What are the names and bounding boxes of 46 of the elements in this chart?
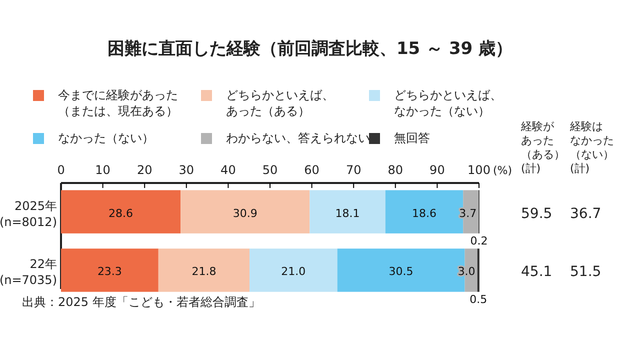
text: 経験があった（ある）(計): [520, 120, 565, 175]
data-label: 0.5: [470, 292, 488, 306]
legend-label: 無回答: [394, 131, 430, 145]
legend-label: 今までに経験があった（または、現在ある）: [58, 88, 178, 118]
x-tick-label: 30: [178, 163, 194, 177]
data-label: 0.2: [470, 234, 488, 248]
legend-label: わからない、答えられない: [226, 131, 370, 145]
data-label: 28.6: [108, 206, 134, 220]
text: 59.5: [521, 206, 552, 222]
data-label: 30.5: [388, 265, 414, 278]
text: 45.1: [521, 264, 552, 280]
x-tick-label: 10: [95, 163, 110, 177]
y-tick-label: 2025年 (n=8012): [0, 198, 57, 229]
bar: [61, 190, 181, 234]
source-note: 出典：2025 年度「こども・若者総合調査」: [22, 295, 260, 309]
x-tick-label: 100: [468, 163, 490, 177]
data-label: 23.3: [97, 265, 122, 278]
legend-label: どちらかといえば、あった（ある）: [226, 88, 334, 118]
data-label: 3.0: [458, 265, 476, 278]
data-label: 3.7: [459, 206, 477, 220]
y-tick-label: 22年 (n=7035): [0, 257, 57, 288]
text: 51.5: [570, 264, 602, 280]
x-tick-label: 40: [220, 163, 236, 177]
x-tick-label: 50: [262, 163, 278, 177]
bar: [310, 190, 386, 234]
x-axis-title: (%): [493, 164, 512, 177]
data-label: 18.6: [412, 206, 436, 220]
data-label: 30.9: [232, 206, 258, 220]
x-tick-label: 90: [430, 163, 445, 177]
chart-title: 困難に直面した経験（前回調査比較、15 ～ 39 歳）: [107, 39, 513, 59]
bar: [180, 190, 310, 234]
text: 36.7: [570, 206, 602, 222]
x-tick-label: 70: [346, 163, 362, 177]
data-label: 21.0: [281, 265, 306, 278]
legend-label: どちらかといえば、なかった（ない）: [394, 88, 502, 118]
bar: [158, 248, 250, 292]
data-label: 21.8: [192, 265, 216, 278]
legend-label: なかった（ない）: [58, 131, 154, 145]
bar: [61, 248, 158, 292]
text: 経験はなかった（ない）(計): [569, 120, 614, 175]
x-tick-label: 60: [304, 163, 320, 177]
x-tick-label: 80: [388, 163, 404, 177]
x-tick-label: 20: [136, 163, 152, 177]
x-tick-label: 0: [57, 163, 65, 177]
bar: [250, 248, 338, 292]
data-label: 18.1: [335, 206, 360, 220]
